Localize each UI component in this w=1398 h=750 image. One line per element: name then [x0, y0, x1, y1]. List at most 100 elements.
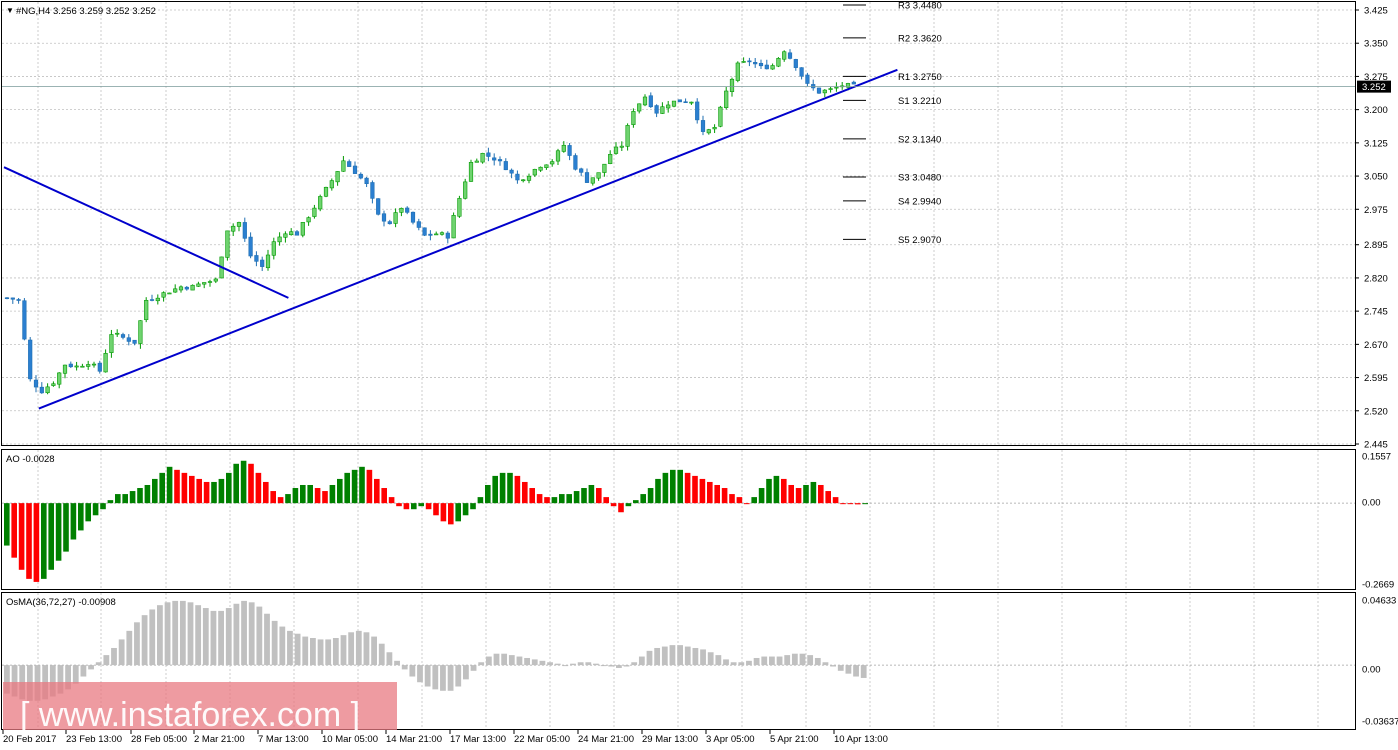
ao-bar	[714, 484, 720, 504]
candle-body	[97, 362, 102, 372]
candle-body	[74, 365, 79, 368]
candle-body	[364, 177, 369, 184]
candle-body	[167, 292, 172, 295]
candle-body	[387, 221, 392, 225]
candle-body	[45, 386, 50, 394]
x-tick-label: 10 Mar 05:00	[322, 734, 378, 745]
candle-body	[329, 180, 334, 189]
ao-bar	[781, 478, 787, 504]
ao-bar	[418, 503, 424, 507]
osma-bar	[784, 655, 791, 666]
ao-bar	[758, 488, 765, 504]
candle-body	[277, 236, 282, 243]
osma-bar	[623, 665, 630, 667]
osma-bar	[394, 660, 400, 666]
candle-body	[254, 255, 259, 262]
ao-bar	[196, 478, 202, 504]
ao-bar	[788, 484, 794, 504]
ao-bar	[440, 503, 447, 522]
y-tick-label: 2.820	[1364, 273, 1388, 284]
ao-bar	[499, 472, 506, 504]
ao-bar	[233, 463, 239, 504]
ao-bar	[662, 472, 669, 504]
osma-bar	[554, 663, 561, 666]
candle-body	[677, 99, 682, 103]
ao-bar	[707, 481, 713, 504]
ao-bar	[329, 484, 336, 504]
ao-bar	[285, 494, 291, 504]
candle-body	[625, 125, 630, 147]
osma-bar	[807, 655, 814, 666]
candle-body	[695, 101, 700, 121]
ao-bar	[692, 475, 698, 504]
candle-body	[370, 182, 375, 199]
ao-bar	[477, 497, 484, 504]
candle-body	[323, 186, 329, 197]
ao-bar	[144, 484, 151, 504]
y-tick-label: 2.445	[1364, 440, 1388, 451]
candle-body	[700, 120, 706, 132]
osma-bar	[294, 633, 301, 666]
candle-body	[428, 233, 433, 236]
osma-bar	[654, 647, 661, 666]
osma-bar	[210, 610, 217, 666]
osma-bar	[386, 652, 393, 666]
candle-body	[729, 78, 735, 92]
candle-body	[202, 282, 207, 285]
osma-bar	[700, 649, 706, 666]
ao-bar	[670, 469, 676, 504]
x-tick-label: 28 Feb 05:00	[131, 734, 187, 745]
candle-body	[637, 103, 642, 112]
candle-body	[474, 160, 479, 163]
candle-body	[109, 334, 114, 353]
ao-bar	[115, 494, 121, 504]
ao-bar	[129, 491, 136, 504]
ao-bar	[803, 484, 809, 504]
candle-body	[138, 320, 143, 344]
candle-body	[405, 207, 410, 213]
candle-body	[126, 337, 131, 342]
candle-body	[213, 278, 218, 282]
trendline-ascending-support	[38, 68, 898, 410]
osma-bar	[348, 632, 355, 666]
osma-bar	[485, 656, 492, 666]
osma-bar	[417, 665, 423, 683]
ao-bar	[107, 500, 114, 504]
ao-label: AO -0.0028	[6, 454, 55, 465]
candle-body	[173, 288, 178, 293]
osma-bar	[646, 650, 653, 666]
ao-bar	[566, 494, 572, 504]
osma-bar	[103, 655, 110, 666]
ao-bar	[211, 481, 217, 504]
ao-bar	[766, 478, 772, 504]
ao-bar	[240, 460, 247, 504]
candle-body	[834, 86, 839, 89]
candle-body	[393, 212, 398, 224]
price-axis: 3.425 3.350 3.275 3.200 3.125 3.050 2.975 2.895…	[1355, 6, 1398, 728]
y-tick-label: 3.200	[1364, 105, 1388, 116]
osma-bar	[692, 647, 699, 666]
candle-body	[376, 198, 381, 215]
ao-bar	[366, 469, 373, 504]
candle-body	[283, 233, 288, 238]
osma-bar	[860, 665, 867, 678]
candle-body	[103, 353, 108, 373]
ao-bar	[699, 478, 706, 504]
ao-bar	[33, 503, 40, 582]
dropdown-arrow-icon[interactable]: ▼	[6, 6, 14, 15]
candle-body	[190, 284, 195, 291]
candle-body	[410, 211, 416, 223]
candle-body	[799, 67, 804, 77]
ao-tick-label: 0.00	[1362, 498, 1381, 509]
candle-body	[248, 236, 253, 257]
x-tick-label: 17 Mar 13:00	[450, 734, 506, 745]
osma-bar	[218, 610, 224, 666]
candle-body	[184, 286, 189, 290]
candle-body	[381, 213, 387, 222]
candle-body	[68, 363, 73, 368]
ao-bar	[189, 475, 195, 504]
osma-bar	[616, 665, 622, 668]
ao-bar	[840, 503, 846, 505]
candle-body	[144, 300, 149, 320]
